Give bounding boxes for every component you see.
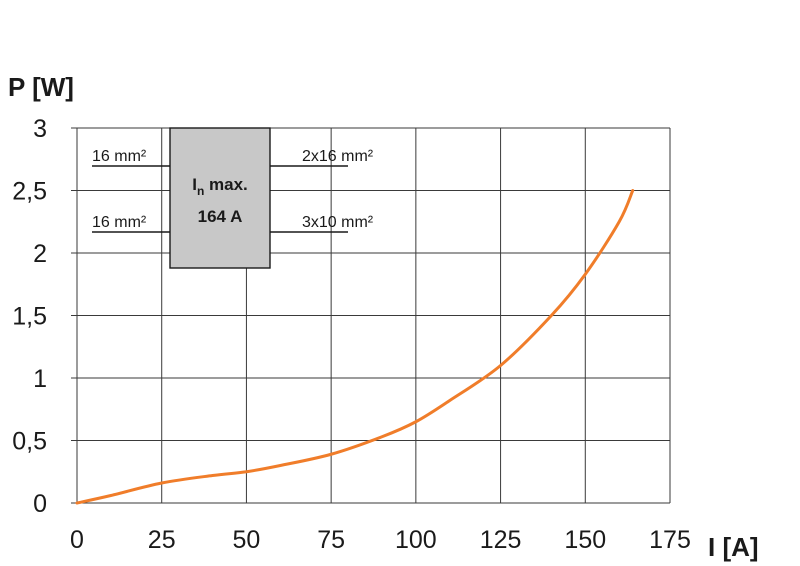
y-tick-labels: 0 0,5 1 1,5 2 2,5 3 (12, 115, 47, 518)
power-curve-line (75, 189, 635, 505)
x-tick-label: 125 (480, 526, 522, 554)
terminal-block-box (169, 127, 271, 269)
y-tick-label: 0,5 (12, 428, 47, 456)
x-tick-label: 50 (233, 526, 261, 554)
y-tick-label: 2,5 (12, 178, 47, 206)
x-tick-label: 100 (395, 526, 437, 554)
y-tick-label: 0 (33, 490, 47, 518)
rated-current-label: In max. (192, 175, 248, 198)
left-wire-top-label: 16 mm² (92, 148, 147, 165)
rated-current-value: 164 A (198, 207, 243, 226)
y-tick-label: 2 (33, 240, 47, 268)
left-wire-bottom-label: 16 mm² (92, 214, 147, 231)
y-tick-label: 3 (33, 115, 47, 143)
right-wire-bottom-label: 3x10 mm² (302, 214, 374, 231)
y-tick-label: 1 (33, 365, 47, 393)
y-axis-title: P [W] (8, 72, 74, 102)
x-tick-label: 150 (564, 526, 606, 554)
x-tick-label: 25 (148, 526, 176, 554)
y-tick-label: 1,5 (12, 303, 47, 331)
x-tick-label: 75 (317, 526, 345, 554)
right-wire-top-label: 2x16 mm² (302, 148, 374, 165)
x-tick-label: 175 (649, 526, 691, 554)
y-gridlines (71, 127, 670, 504)
x-tick-labels: 0 25 50 75 100 125 150 175 (70, 526, 691, 554)
terminal-block-annotation: In max. 164 A 16 mm² 16 mm² 2x16 mm² 3x1… (92, 127, 374, 269)
x-tick-label: 0 (70, 526, 84, 554)
x-axis-title: I [A] (708, 532, 759, 562)
